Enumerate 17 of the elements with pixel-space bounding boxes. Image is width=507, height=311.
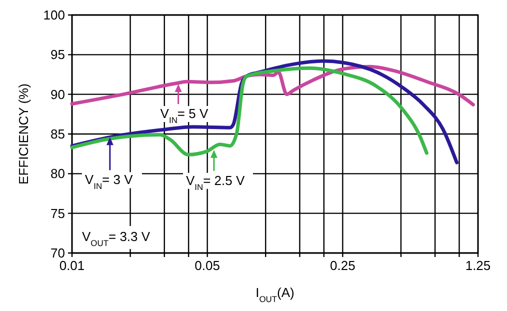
x-tick-label: 0.01 <box>59 258 85 273</box>
annotation: V$_{IN}$= 3 V <box>84 172 134 192</box>
x-tick-label: 1.25 <box>465 258 491 273</box>
y-tick-label: 70 <box>50 246 65 260</box>
x-tick-label: 0.25 <box>330 258 356 273</box>
y-axis-title: EFFICIENCY (%) <box>16 84 31 184</box>
annotation: V$_{IN}$= 5 V <box>160 106 208 126</box>
x-axis-title: I$_{OUT}$(A) <box>256 285 294 304</box>
y-tick-label: 100 <box>43 8 65 22</box>
annotation: V$_{OUT}$= 3.3 V <box>82 229 150 248</box>
annotation: V$_{IN}$= 2.5 V <box>186 172 245 192</box>
y-tick-label: 80 <box>50 166 65 182</box>
y-tick-label: 95 <box>50 47 65 62</box>
x-tick-label: 0.05 <box>194 258 220 273</box>
y-tick-label: 90 <box>50 86 65 102</box>
y-tick-label: 85 <box>50 126 65 142</box>
y-tick-label: 75 <box>50 206 65 221</box>
